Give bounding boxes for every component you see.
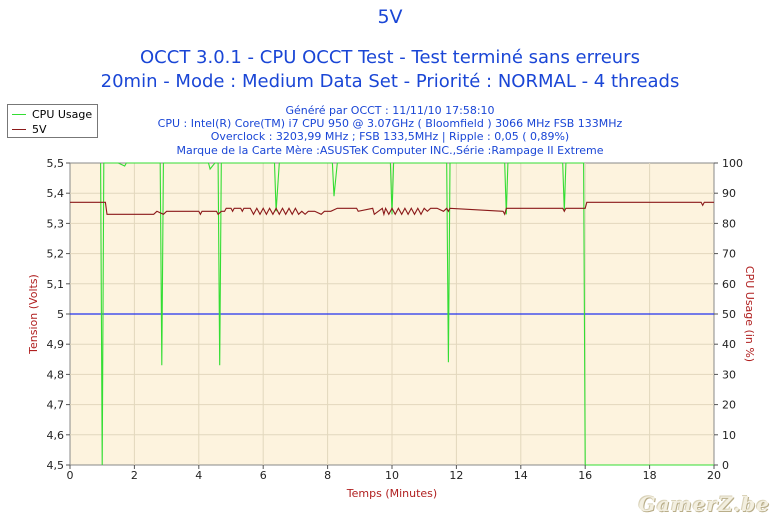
y2-tick-label: 30 xyxy=(722,368,736,381)
x-tick-label: 4 xyxy=(195,469,202,482)
legend-label-5v: 5V xyxy=(32,122,47,136)
y-tick-label: 5 xyxy=(57,308,64,321)
y-tick-label: 5,3 xyxy=(47,217,65,230)
legend-swatch-5v xyxy=(12,128,26,130)
x-tick-label: 20 xyxy=(707,469,721,482)
info-overclock: Overclock : 3203,99 MHz ; FSB 133,5MHz |… xyxy=(210,130,570,143)
x-tick-label: 8 xyxy=(324,469,331,482)
legend-entry-5v: 5V xyxy=(12,122,47,136)
y2-tick-label: 50 xyxy=(722,308,736,321)
chart-title: 5V xyxy=(377,6,403,28)
y2-tick-label: 0 xyxy=(722,459,729,472)
y-tick-label: 4,9 xyxy=(47,338,65,351)
y2-axis-label: CPU Usage (in %) xyxy=(743,266,756,362)
x-tick-label: 12 xyxy=(449,469,463,482)
y-axis-label: Tension (Volts) xyxy=(27,274,40,355)
series-line-5v xyxy=(70,201,714,217)
y-tick-label: 5,4 xyxy=(47,187,65,200)
y-tick-label: 5,2 xyxy=(47,248,65,261)
x-tick-label: 16 xyxy=(578,469,592,482)
legend-swatch-cpu-usage xyxy=(12,113,26,115)
y-tick-label: 5,1 xyxy=(47,278,65,291)
y-tick-label: 4,7 xyxy=(47,399,65,412)
info-generated: Généré par OCCT : 11/11/10 17:58:10 xyxy=(285,104,495,117)
legend-entry-cpu-usage: CPU Usage xyxy=(12,107,92,121)
y-tick-label: 4,8 xyxy=(47,368,65,381)
y2-tick-label: 40 xyxy=(722,338,736,351)
x-tick-label: 18 xyxy=(643,469,657,482)
y2-tick-label: 60 xyxy=(722,278,736,291)
info-cpu: CPU : Intel(R) Core(TM) i7 CPU 950 @ 3.0… xyxy=(157,117,623,130)
x-tick-label: 2 xyxy=(131,469,138,482)
y2-tick-label: 100 xyxy=(722,157,743,170)
legend-label-cpu-usage: CPU Usage xyxy=(32,107,93,121)
x-tick-label: 10 xyxy=(385,469,399,482)
chart-subtitle: OCCT 3.0.1 - CPU OCCT Test - Test termin… xyxy=(140,47,640,68)
x-tick-label: 6 xyxy=(260,469,267,482)
info-motherboard: Marque de la Carte Mère :ASUSTeK Compute… xyxy=(176,144,604,157)
chart-legend: CPU Usage 5V xyxy=(7,104,98,138)
series-line-cpu-usage xyxy=(100,162,714,466)
y2-tick-label: 90 xyxy=(722,187,736,200)
x-axis-label: Temps (Minutes) xyxy=(346,487,437,500)
y2-tick-label: 70 xyxy=(722,248,736,261)
y-tick-label: 4,5 xyxy=(47,459,65,472)
y2-tick-label: 80 xyxy=(722,217,736,230)
y2-tick-label: 20 xyxy=(722,399,736,412)
chart-test-settings: 20min - Mode : Medium Data Set - Priorit… xyxy=(100,71,680,92)
x-tick-label: 14 xyxy=(514,469,528,482)
watermark-logo: GamerZ.be xyxy=(638,492,770,516)
y2-tick-label: 10 xyxy=(722,429,736,442)
y-tick-label: 4,6 xyxy=(47,429,65,442)
x-tick-label: 0 xyxy=(67,469,74,482)
y-tick-label: 5,5 xyxy=(47,157,65,170)
